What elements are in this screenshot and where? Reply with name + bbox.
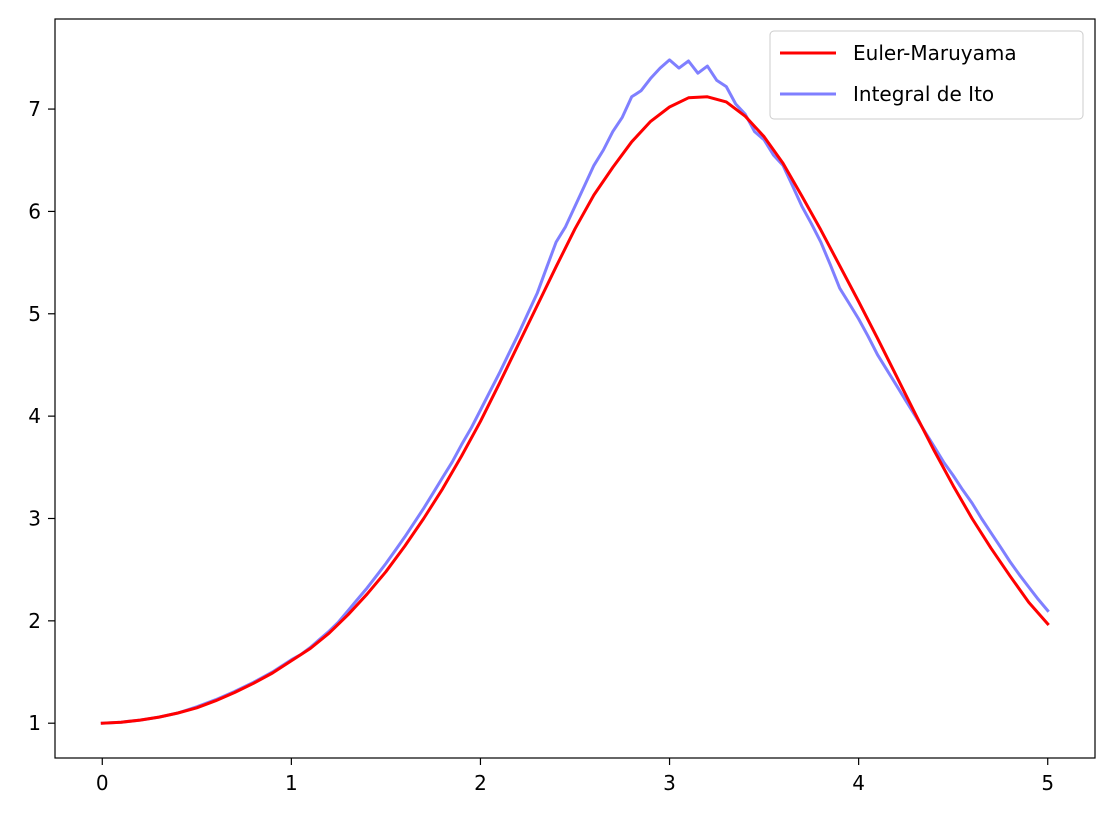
x-tick-label: 4 [852, 771, 865, 795]
x-tick-label: 1 [285, 771, 298, 795]
x-tick-label: 2 [474, 771, 487, 795]
y-tick-label: 5 [28, 302, 41, 326]
legend: Euler-Maruyama Integral de Ito [769, 30, 1084, 120]
legend-label-integral-de-ito: Integral de Ito [853, 82, 994, 106]
series-layer [100, 58, 1050, 725]
y-tick-label: 2 [28, 609, 41, 633]
y-tick-label: 1 [28, 711, 41, 735]
x-axis: 0 1 2 3 4 5 [96, 758, 1054, 795]
plot-area [55, 19, 1095, 758]
legend-label-euler-maruyama: Euler-Maruyama [853, 41, 1017, 65]
y-tick-label: 7 [28, 97, 41, 121]
axes-frame [54, 18, 1096, 759]
x-tick-label: 3 [663, 771, 676, 795]
y-tick-label: 3 [28, 506, 41, 530]
x-tick-label: 5 [1041, 771, 1054, 795]
y-axis: 1 2 3 4 5 6 7 [28, 97, 55, 735]
series-line-euler-maruyama [100, 95, 1050, 725]
legend-box [769, 30, 1084, 120]
y-tick-label: 4 [28, 404, 41, 428]
y-tick-label: 6 [28, 199, 41, 223]
x-tick-label: 0 [96, 771, 109, 795]
